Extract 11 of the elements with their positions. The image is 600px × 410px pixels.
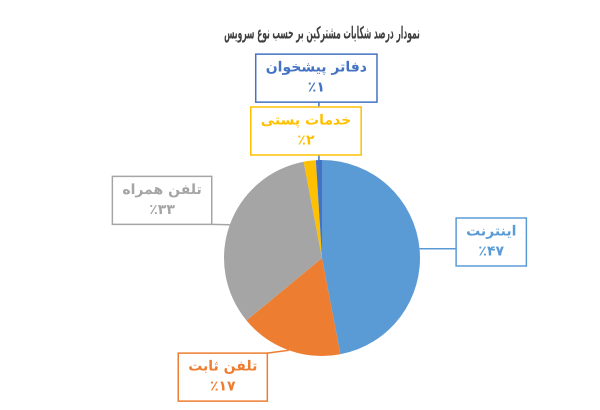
data-label: ٪۱۷ [210, 378, 236, 395]
slice-label: تلفن ثابت [188, 358, 258, 375]
chart-title: نمودار درصد شکایات مشترکین بر حسب نوع سرویس [224, 24, 420, 44]
data-label: ٪۴۷ [478, 244, 505, 260]
data-label: ٪۱ [308, 80, 325, 96]
data-label: ٪۲ [297, 132, 315, 149]
slice-label: خدمات پستی [260, 112, 352, 129]
data-label: ٪۳۳ [149, 202, 176, 218]
slice-label: اینترنت [466, 224, 516, 240]
slice-label: تلفن همراه [122, 182, 202, 198]
slice-label: دفاتر پیشخوان [266, 60, 367, 76]
